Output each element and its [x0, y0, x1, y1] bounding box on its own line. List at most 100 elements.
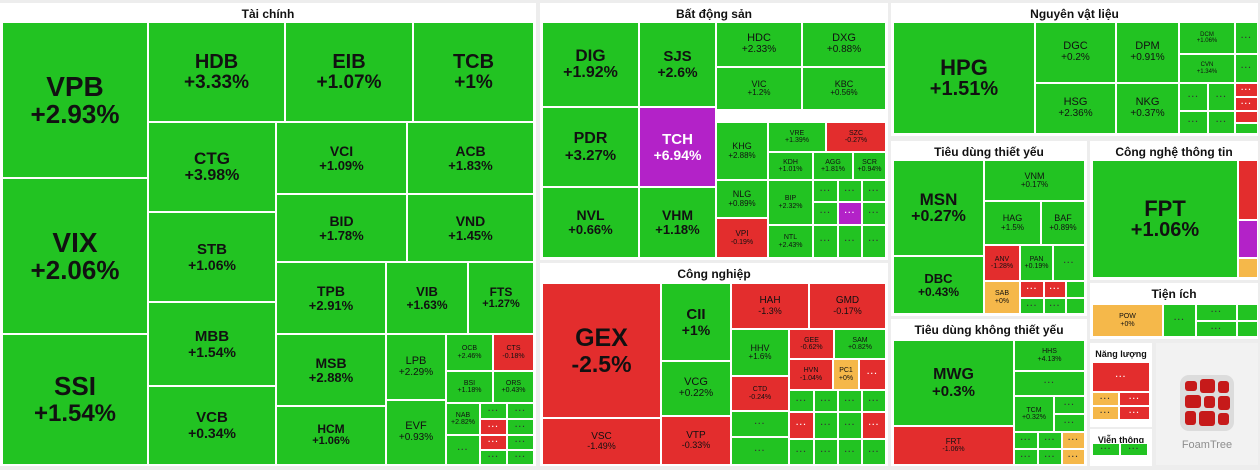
stock-tile-small[interactable]: ···: [1196, 321, 1237, 337]
stock-tile-small[interactable]: ···: [814, 439, 838, 465]
stock-tile-nab[interactable]: NAB +2.82%: [446, 403, 480, 435]
stock-tile-ntl[interactable]: NTL +2.43%: [768, 225, 813, 258]
stock-tile-hsg[interactable]: HSG +2.36%: [1035, 83, 1116, 134]
stock-tile-small[interactable]: ···: [446, 435, 480, 465]
stock-tile-vnd[interactable]: VND +1.45%: [407, 194, 534, 262]
stock-tile-small[interactable]: ···: [1235, 54, 1258, 83]
stock-tile-hdc[interactable]: HDC +2.33%: [716, 22, 802, 67]
stock-tile-tcb[interactable]: TCB +1%: [413, 22, 534, 122]
stock-tile-small[interactable]: ···: [1014, 449, 1038, 465]
stock-tile-small[interactable]: ···: [1054, 414, 1085, 432]
stock-tile-ocb[interactable]: OCB +2.46%: [446, 334, 493, 371]
stock-tile-fts[interactable]: FTS +1.27%: [468, 262, 534, 334]
stock-tile-hhs[interactable]: HHS +4.13%: [1014, 340, 1085, 371]
stock-tile-small[interactable]: ···: [1119, 406, 1150, 420]
stock-tile-vtp[interactable]: VTP -0.33%: [661, 416, 731, 465]
stock-tile-small[interactable]: ···: [1163, 304, 1196, 337]
stock-tile-pan[interactable]: PAN +0.19%: [1020, 245, 1053, 281]
stock-tile-tpb[interactable]: TPB +2.91%: [276, 262, 386, 334]
stock-tile-khg[interactable]: KHG +2.88%: [716, 122, 768, 180]
stock-tile-nvl[interactable]: NVL +0.66%: [542, 187, 639, 258]
stock-tile-pdr[interactable]: PDR +3.27%: [542, 107, 639, 187]
stock-tile-kdh[interactable]: KDH +1.01%: [768, 152, 813, 180]
stock-tile-lpb[interactable]: LPB +2.29%: [386, 334, 446, 400]
stock-tile-small[interactable]: [1066, 298, 1085, 314]
stock-tile-evf[interactable]: EVF +0.93%: [386, 400, 446, 465]
stock-tile-small[interactable]: ···: [862, 439, 886, 465]
stock-tile-bsi[interactable]: BSI +1.18%: [446, 371, 493, 403]
stock-tile-tch[interactable]: TCH +6.94%: [639, 107, 716, 187]
stock-tile-hdb[interactable]: HDB +3.33%: [148, 22, 285, 122]
stock-tile-small[interactable]: ···: [507, 419, 534, 435]
stock-tile-hpg[interactable]: HPG +1.51%: [893, 22, 1035, 134]
stock-tile-small[interactable]: ···: [1196, 304, 1237, 321]
stock-tile-pc1[interactable]: PC1 +0%: [833, 359, 859, 390]
stock-tile-bid[interactable]: BID +1.78%: [276, 194, 407, 262]
stock-tile-hah[interactable]: HAH -1.3%: [731, 283, 809, 329]
stock-tile-small[interactable]: ···: [838, 390, 862, 412]
stock-tile-small[interactable]: ···: [1038, 449, 1062, 465]
stock-tile-small[interactable]: ···: [1062, 432, 1085, 449]
stock-tile-scr[interactable]: SCR +0.94%: [853, 152, 886, 180]
stock-tile-nlg[interactable]: NLG +0.89%: [716, 180, 768, 218]
stock-tile-small[interactable]: ···: [1038, 432, 1062, 449]
stock-tile-small[interactable]: ···: [1235, 83, 1258, 97]
stock-tile-small[interactable]: ···: [1119, 392, 1150, 406]
stock-tile-small[interactable]: ···: [1054, 396, 1085, 414]
stock-tile-mwg[interactable]: MWG +0.3%: [893, 340, 1014, 426]
stock-tile-small[interactable]: ···: [813, 202, 838, 225]
stock-tile-hhv[interactable]: HHV +1.6%: [731, 329, 789, 376]
stock-tile-dbc[interactable]: DBC +0.43%: [893, 256, 984, 314]
stock-tile-small[interactable]: ···: [480, 435, 507, 450]
stock-tile-small[interactable]: ···: [1179, 83, 1208, 111]
stock-tile-small[interactable]: ···: [1092, 406, 1119, 420]
stock-tile-small[interactable]: ···: [859, 359, 886, 390]
stock-tile-small[interactable]: ···: [480, 403, 507, 419]
stock-tile-vsc[interactable]: VSC -1.49%: [542, 418, 661, 465]
stock-tile-small[interactable]: [1066, 281, 1085, 298]
stock-tile-small[interactable]: ···: [838, 180, 862, 202]
stock-tile-nkg[interactable]: NKG +0.37%: [1116, 83, 1179, 134]
stock-tile-vci[interactable]: VCI +1.09%: [276, 122, 407, 194]
stock-tile-stb[interactable]: STB +1.06%: [148, 212, 276, 302]
stock-tile-small[interactable]: ···: [862, 225, 886, 258]
stock-tile-vpb[interactable]: VPB +2.93%: [2, 22, 148, 178]
stock-tile-dcm[interactable]: DCM +1.06%: [1179, 22, 1235, 54]
stock-tile-small[interactable]: ···: [862, 390, 886, 412]
stock-tile-fpt[interactable]: FPT +1.06%: [1092, 160, 1238, 278]
stock-tile-small[interactable]: ···: [838, 225, 862, 258]
stock-tile-ssi[interactable]: SSI +1.54%: [2, 334, 148, 465]
stock-tile-small[interactable]: ···: [814, 412, 838, 439]
stock-tile-frt[interactable]: FRT -1.06%: [893, 426, 1014, 465]
stock-tile-small[interactable]: ···: [1208, 83, 1235, 111]
stock-tile-small[interactable]: ···: [1179, 111, 1208, 134]
stock-tile-small[interactable]: ···: [1044, 298, 1066, 314]
stock-tile-small[interactable]: ···: [1053, 245, 1085, 281]
stock-tile-small[interactable]: ···: [1235, 22, 1258, 54]
stock-tile-agg[interactable]: AGG +1.81%: [813, 152, 853, 180]
stock-tile-cvn[interactable]: CVN +1.34%: [1179, 54, 1235, 83]
stock-tile-sab[interactable]: SAB +0%: [984, 281, 1020, 314]
stock-tile-small[interactable]: ···: [862, 180, 886, 202]
stock-tile-small[interactable]: ···: [1092, 392, 1119, 406]
stock-tile-ors[interactable]: ORS +0.43%: [493, 371, 534, 403]
stock-tile-bip[interactable]: BIP +2.32%: [768, 180, 813, 225]
stock-tile-gee[interactable]: GEE -0.62%: [789, 329, 834, 359]
stock-tile-small[interactable]: ···: [1120, 443, 1148, 456]
stock-tile-small[interactable]: ···: [1092, 443, 1120, 456]
stock-tile-vpi[interactable]: VPI -0.19%: [716, 218, 768, 258]
stock-tile-ctg[interactable]: CTG +3.98%: [148, 122, 276, 212]
stock-tile-small[interactable]: ···: [1020, 298, 1044, 314]
stock-tile-dig[interactable]: DIG +1.92%: [542, 22, 639, 107]
stock-tile-vcg[interactable]: VCG +0.22%: [661, 361, 731, 416]
stock-tile-vcb[interactable]: VCB +0.34%: [148, 386, 276, 465]
stock-tile-small[interactable]: ···: [480, 419, 507, 435]
stock-tile-small[interactable]: ···: [1014, 432, 1038, 449]
stock-tile-small[interactable]: ···: [1235, 97, 1258, 111]
stock-tile-small[interactable]: [1235, 123, 1258, 134]
stock-tile-cii[interactable]: CII +1%: [661, 283, 731, 361]
stock-tile-gmd[interactable]: GMD -0.17%: [809, 283, 886, 329]
stock-tile-baf[interactable]: BAF +0.89%: [1041, 201, 1085, 245]
stock-tile-hag[interactable]: HAG +1.5%: [984, 201, 1041, 245]
stock-tile-small[interactable]: ···: [1044, 281, 1066, 298]
